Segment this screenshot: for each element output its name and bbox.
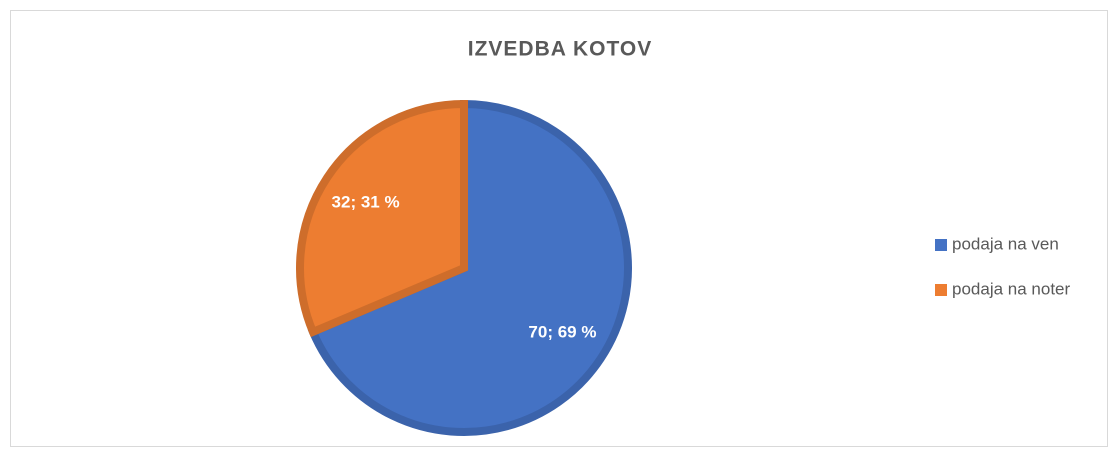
chart-title: IZVEDBA KOTOV bbox=[468, 38, 653, 61]
pie-slice bbox=[296, 99, 468, 338]
legend-swatch bbox=[935, 284, 947, 296]
data-label: 32; 31 % bbox=[332, 192, 400, 211]
data-label: 70; 69 % bbox=[528, 323, 596, 342]
legend-label: podaja na noter bbox=[952, 279, 1070, 298]
legend-swatch bbox=[935, 239, 947, 251]
pie-slice bbox=[307, 99, 632, 436]
legend-label: podaja na ven bbox=[952, 234, 1059, 253]
